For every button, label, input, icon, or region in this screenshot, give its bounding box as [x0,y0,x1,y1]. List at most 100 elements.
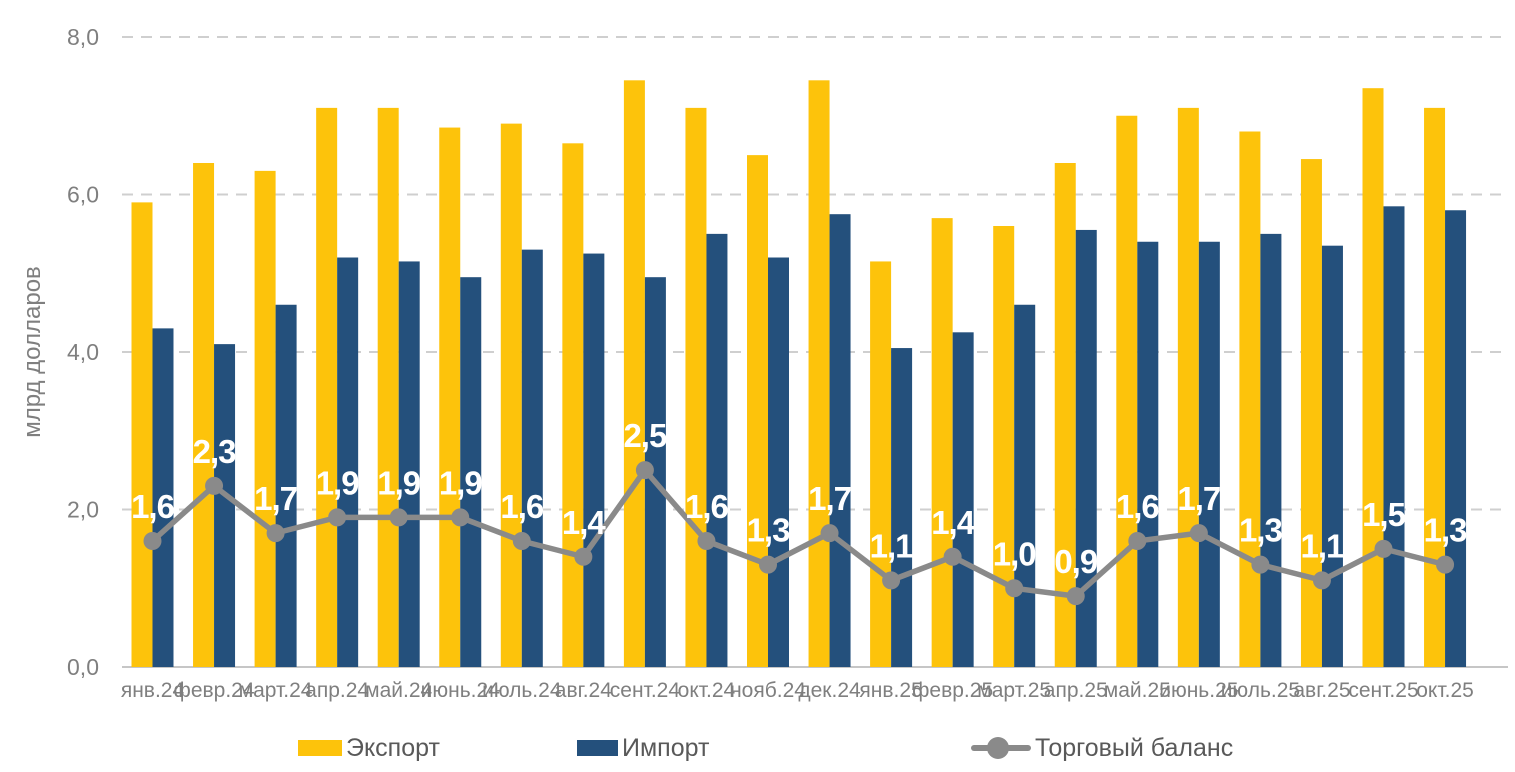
x-tick-label: май.25 [1104,679,1171,702]
import-bar [829,214,851,667]
x-tick-label: июль.25 [1221,679,1300,702]
legend-label-balance: Торговый баланс [1035,733,1234,762]
balance-line [149,467,1448,599]
x-tick-label: сент.24 [610,679,681,702]
x-tick-label: июль.24 [482,679,562,702]
balance-point [943,547,962,566]
y-tick-label: 6,0 [67,182,99,208]
y-tick-label: 8,0 [67,24,99,50]
import-bar [398,261,420,667]
x-tick-label: сент.25 [1348,679,1418,702]
balance-point [1066,587,1085,606]
legend-line-dot [987,737,1009,759]
balance-point [1251,555,1270,574]
export-bar [1424,107,1446,667]
import-bar [1075,229,1097,667]
export-bar [993,226,1015,667]
export-bar [131,202,153,667]
export-bar [1300,159,1322,667]
x-tick-label: март.24 [239,679,313,702]
export-bar [931,218,953,667]
export-bar [316,107,338,667]
import-bar [521,249,543,667]
legend-label-export: Экспорт [346,733,440,762]
y-tick-label: 2,0 [67,497,99,523]
balance-data-label: 1,7 [254,480,297,517]
x-tick-label: окт.25 [1416,679,1474,702]
import-bar [1137,241,1159,667]
import-bar [152,328,174,667]
import-bar [706,233,728,667]
export-bar [500,123,522,667]
line-marker-sample-icon [971,737,1031,759]
balance-data-label: 1,7 [808,480,851,517]
export-bar [562,143,584,667]
balance-data-label: 1,3 [1424,512,1468,549]
export-bar [377,107,399,667]
x-tick-label: янв.24 [121,679,185,702]
x-tick-label: апр.24 [305,679,369,702]
balance-point [759,555,777,574]
x-tick-label: июнь.25 [1159,679,1238,702]
balance-point [266,524,285,543]
import-bar [952,332,974,667]
import-swatch-icon [577,740,618,756]
balance-point [1436,555,1455,574]
chart-legend: Экспорт Импорт Торговый баланс [0,733,1515,765]
import-bar [1014,304,1036,667]
legend-item-balance: Торговый баланс [971,733,1234,762]
x-tick-label: авг.25 [1293,679,1350,702]
balance-data-label: 1,9 [316,464,360,501]
balance-data-label: 0,9 [1054,543,1098,580]
balance-point [143,532,162,550]
export-bar [254,170,276,667]
import-bar [644,277,666,667]
import-bar [1260,233,1282,667]
balance-data-label: 1,4 [931,504,976,541]
balance-point [574,547,593,566]
x-tick-label: дек.24 [798,679,861,702]
balance-data-label: 1,6 [1116,488,1160,525]
export-bar [1054,163,1076,667]
export-bar [1177,107,1199,667]
balance-data-label: 1,6 [685,488,729,525]
y-tick-label: 0,0 [67,654,99,680]
balance-point [635,461,654,480]
balance-point [389,508,408,527]
x-tick-label: янв.25 [859,679,922,702]
export-bar [623,80,645,667]
balance-data-label: 2,3 [193,433,237,470]
balance-data-label: 1,3 [1239,512,1283,549]
x-tick-label: авг.24 [555,679,612,702]
balance-data-label: 1,5 [1362,496,1406,533]
import-bar [768,257,789,667]
export-bar [439,127,461,667]
export-bar [747,155,768,667]
x-tick-label: февр.24 [174,679,255,702]
balance-data-label: 1,1 [870,527,914,564]
export-bar [1116,115,1138,667]
export-bar [870,261,892,667]
balance-data-label: 1,6 [500,488,544,525]
balance-data-label: 1,3 [747,512,791,549]
balance-point [1374,539,1393,558]
balance-point [820,524,839,543]
export-bar [1239,131,1261,667]
balance-point [328,508,347,527]
balance-point [451,508,470,527]
y-axis-title: млрд долларов [19,266,46,438]
export-bar [193,163,215,667]
export-bar [1362,88,1384,667]
import-bar [583,253,605,667]
x-tick-label: нояб.24 [730,679,806,702]
export-bar [808,80,830,667]
balance-point [1189,524,1208,543]
balance-data-label: 1,7 [1177,480,1220,517]
import-bar [1321,245,1343,667]
x-tick-label: июнь.24 [421,679,501,702]
x-tick-label: май.24 [365,679,432,702]
export-swatch-icon [298,740,342,756]
balance-point [1312,571,1331,590]
import-bar [1198,241,1220,667]
